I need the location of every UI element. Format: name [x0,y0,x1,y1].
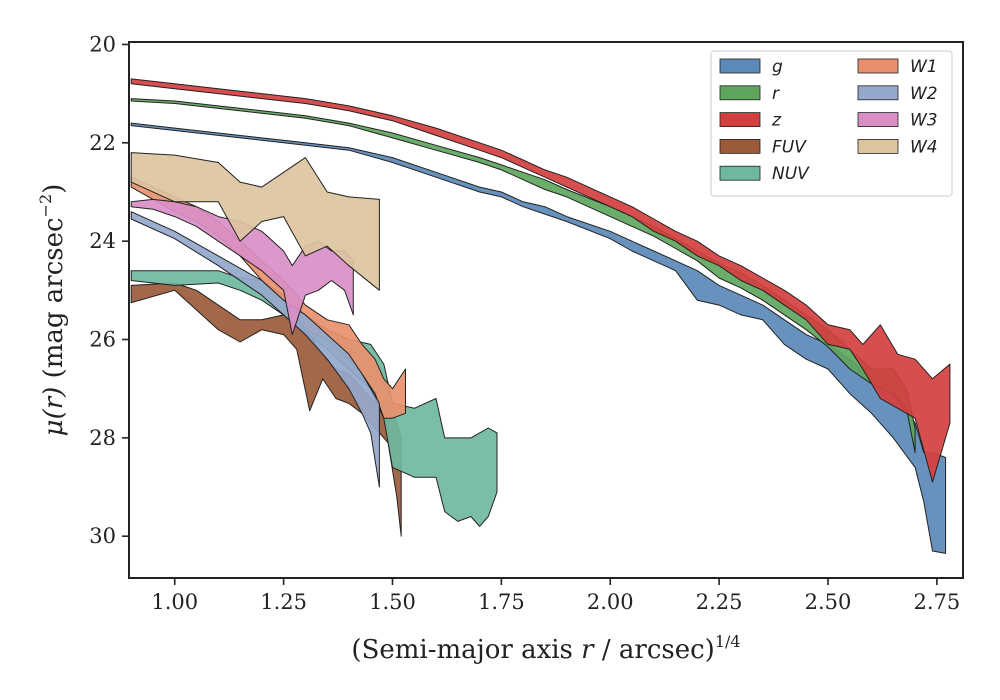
legend-swatch-fuv [719,138,761,154]
y-tick-label: 22 [89,131,116,155]
legend-label-w1: W1 [910,57,938,77]
legend-swatch-w1 [857,58,899,74]
x-tick-label: 2.00 [587,590,634,614]
x-axis-label-prefix: (Semi-major axis [351,635,581,665]
plot-area [130,78,951,554]
legend-swatch-w2 [857,85,899,101]
legend-swatch-r [719,85,761,101]
x-tick-label: 1.00 [151,590,198,614]
x-tick-label: 2.50 [805,590,852,614]
legend-label-nuv: NUV [772,164,810,184]
legend: grz FUV NUV W1 W2 W3 W4 [710,50,953,197]
axes-frame [128,41,964,579]
legend-label-w2: W2 [910,84,938,104]
legend-label-w4: W4 [910,137,938,157]
series-band-g [130,122,947,554]
x-tick-label: 2.75 [913,590,960,614]
legend-swatch-g [719,58,761,74]
legend-label-z: z [771,111,782,131]
legend-swatch-w4 [857,138,899,154]
y-axis-label-suffix: ) [39,184,69,194]
legend-label-g: g [772,57,783,77]
x-tick-label: 1.75 [478,590,525,614]
x-axis-label-var: r [581,635,595,665]
legend-label-r: r [772,84,780,104]
x-axis-label-mid: / arcsec) [594,635,715,665]
y-axis-label: μ(r) (mag arcsec−2) [36,184,69,437]
x-axis-label: (Semi-major axis r / arcsec)1/4 [351,632,740,665]
y-tick-label: 26 [89,328,116,352]
x-tick-label: 1.25 [260,590,307,614]
y-tick-label: 20 [89,32,116,56]
y-axis-label-var: μ(r) [39,387,69,437]
legend-label-w3: W3 [910,111,938,131]
x-tick-label: 1.50 [369,590,416,614]
series-band-r [130,98,916,454]
x-axis-label-sup: 1/4 [715,632,741,651]
series-band-fuv [130,282,402,537]
x-tick-label: 2.25 [696,590,743,614]
legend-swatch-w3 [857,112,899,127]
series-band-w4 [130,152,380,291]
y-tick-label: 24 [89,229,116,253]
y-axis-label-sup: −2 [36,194,55,218]
y-tick-label: 30 [89,524,116,548]
series-band-w2 [130,211,380,488]
series-band-z [130,78,951,483]
y-axis-label-mid: (mag arcsec [39,217,69,386]
legend-label-fuv: FUV [772,137,807,157]
y-axis: 20 22 24 26 28 30 [89,32,129,548]
y-tick-label: 28 [89,426,116,450]
x-axis: 1.00 1.25 1.50 1.75 2.00 2.25 2.50 2.75 [151,578,960,614]
legend-swatch-z [719,112,761,127]
legend-swatch-nuv [719,165,761,181]
